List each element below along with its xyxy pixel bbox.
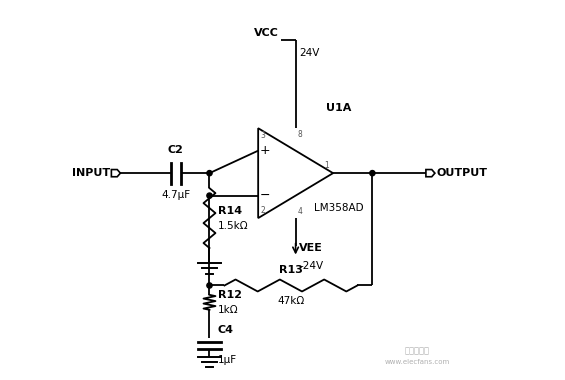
Text: VEE: VEE — [299, 243, 323, 253]
Text: VCC: VCC — [254, 28, 279, 38]
Text: 1kΩ: 1kΩ — [218, 305, 238, 315]
Text: LM358AD: LM358AD — [314, 203, 364, 213]
Circle shape — [207, 171, 212, 176]
Text: OUTPUT: OUTPUT — [436, 168, 488, 178]
Text: 4: 4 — [298, 207, 302, 216]
Text: INPUT: INPUT — [72, 168, 110, 178]
Text: 1: 1 — [324, 161, 329, 170]
Text: 8: 8 — [298, 130, 302, 139]
Text: 1μF: 1μF — [218, 355, 237, 365]
Text: 4.7μF: 4.7μF — [161, 190, 190, 200]
Circle shape — [370, 171, 375, 176]
Text: U1A: U1A — [325, 103, 351, 113]
Text: −: − — [260, 189, 270, 202]
Text: C4: C4 — [218, 325, 234, 335]
Circle shape — [207, 193, 212, 198]
Text: R12: R12 — [218, 290, 242, 300]
Text: 2: 2 — [260, 206, 265, 215]
Circle shape — [207, 283, 212, 288]
Text: 1.5kΩ: 1.5kΩ — [218, 220, 249, 231]
Text: C2: C2 — [168, 145, 184, 155]
Text: R13: R13 — [279, 265, 303, 275]
Text: 24V: 24V — [299, 48, 320, 58]
Text: -24V: -24V — [299, 261, 324, 271]
Text: 电子发烧友: 电子发烧友 — [405, 347, 430, 356]
Text: R14: R14 — [218, 206, 242, 215]
Text: www.elecfans.com: www.elecfans.com — [385, 359, 450, 365]
Text: +: + — [259, 144, 270, 157]
Text: 3: 3 — [260, 131, 266, 140]
Text: 47kΩ: 47kΩ — [277, 296, 305, 306]
